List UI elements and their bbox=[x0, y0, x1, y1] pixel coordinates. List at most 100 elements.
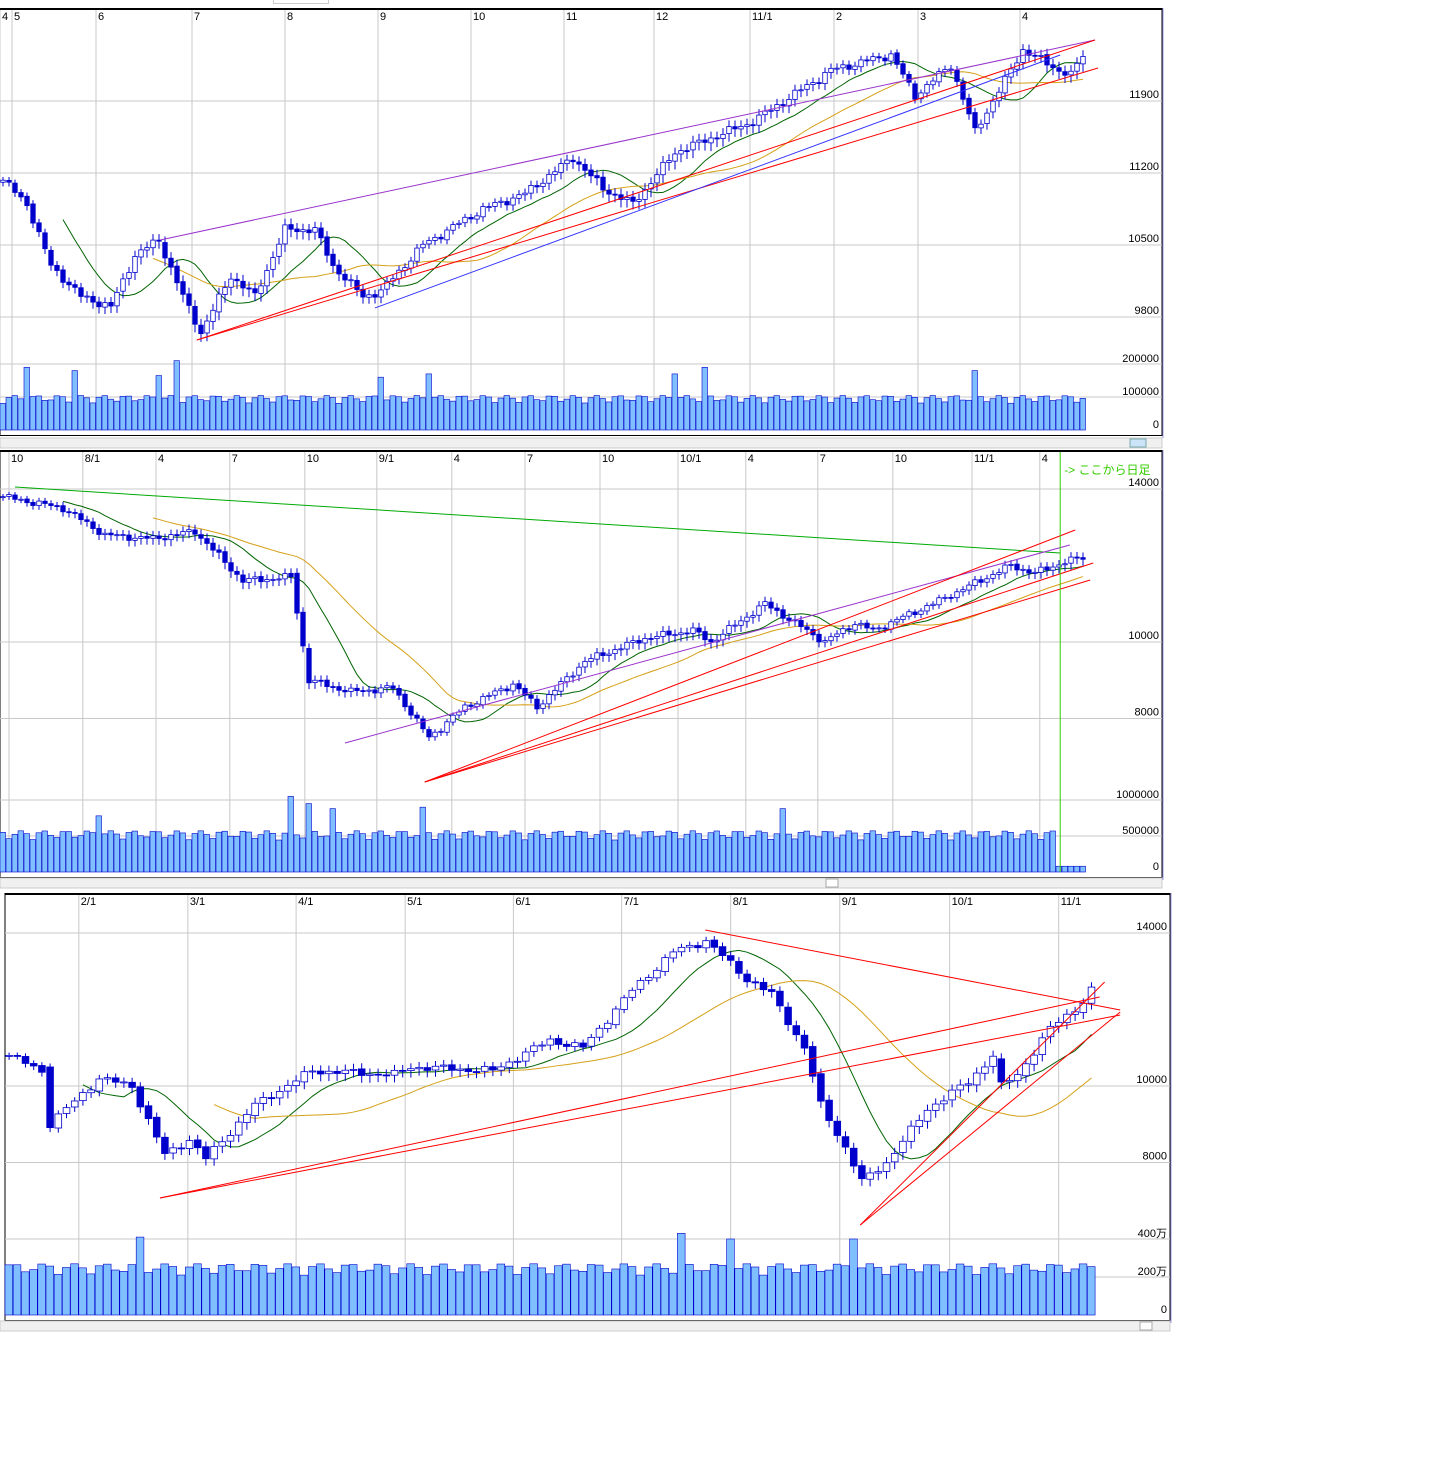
x-tick-label: 4/1 bbox=[298, 896, 313, 908]
volume-bar bbox=[263, 398, 270, 431]
volume-bar bbox=[833, 397, 840, 431]
candle-down bbox=[294, 228, 300, 233]
candle-up bbox=[180, 531, 186, 536]
volume-bar bbox=[497, 397, 504, 431]
scrollbar-thumb[interactable] bbox=[1129, 438, 1147, 448]
ma-long-line bbox=[152, 71, 1084, 288]
scrollbar-thumb[interactable] bbox=[825, 878, 839, 888]
candle-down bbox=[96, 527, 102, 535]
volume-bar bbox=[923, 397, 930, 431]
volume-tick-label: 400万 bbox=[1138, 1228, 1167, 1240]
candle-up bbox=[114, 291, 120, 307]
volume-bar bbox=[725, 837, 732, 873]
volume-bar bbox=[824, 1269, 833, 1316]
volume-bar bbox=[455, 1271, 464, 1316]
volume-bar bbox=[750, 1266, 760, 1316]
candle-down bbox=[948, 597, 954, 599]
candle-up bbox=[246, 578, 252, 583]
volume-bar bbox=[887, 831, 894, 873]
volume-bar bbox=[659, 395, 666, 431]
volume-bar bbox=[521, 1267, 530, 1316]
volume-bar bbox=[791, 395, 798, 431]
volume-bar bbox=[1013, 397, 1020, 431]
candle-down bbox=[202, 1146, 210, 1160]
candle-down bbox=[648, 638, 654, 640]
volume-bar bbox=[1049, 400, 1056, 431]
x-tick-label: 2 bbox=[836, 11, 842, 23]
volume-bar bbox=[89, 832, 96, 873]
candle-down bbox=[786, 617, 792, 621]
ma-short-line bbox=[62, 500, 1084, 723]
volume-bar bbox=[287, 399, 294, 431]
candle-up bbox=[1038, 55, 1044, 57]
volume-bar bbox=[59, 831, 66, 873]
volume-bar bbox=[503, 395, 510, 431]
candle-up bbox=[702, 940, 710, 949]
ma-long-line bbox=[152, 517, 1084, 708]
candle-down bbox=[396, 688, 402, 696]
volume-bar bbox=[103, 1263, 112, 1316]
candle-down bbox=[714, 137, 720, 140]
horizontal-scrollbar[interactable] bbox=[0, 1320, 1171, 1332]
candle-up bbox=[282, 224, 288, 245]
volume-bar bbox=[1049, 830, 1056, 873]
volume-bar bbox=[251, 397, 258, 431]
x-tick-label: 11 bbox=[566, 11, 577, 23]
volume-bar bbox=[197, 399, 204, 431]
candle-down bbox=[324, 236, 330, 256]
candle-up bbox=[582, 661, 588, 668]
candle-down bbox=[234, 278, 240, 282]
scrollbar-thumb[interactable] bbox=[1139, 1321, 1153, 1331]
volume-bar bbox=[743, 398, 750, 431]
volume-bar bbox=[293, 400, 300, 431]
candle-down bbox=[48, 249, 54, 266]
candle-up bbox=[930, 603, 936, 607]
volume-bar bbox=[906, 1269, 915, 1316]
volume-bar bbox=[389, 395, 396, 431]
candle-down bbox=[1014, 563, 1020, 571]
volume-bar bbox=[1037, 839, 1044, 873]
volume-bar bbox=[467, 830, 474, 873]
volume-bar bbox=[447, 1269, 456, 1316]
volume-bar bbox=[899, 398, 906, 431]
candle-down bbox=[780, 609, 786, 619]
x-tick-label: 9/1 bbox=[842, 896, 857, 908]
candle-up bbox=[522, 192, 528, 196]
volume-bar bbox=[119, 395, 126, 431]
horizontal-scrollbar[interactable] bbox=[0, 877, 1163, 889]
x-tick-label: 4 bbox=[1042, 453, 1048, 465]
volume-bar bbox=[947, 396, 954, 431]
candle-down bbox=[751, 981, 760, 984]
volume-bar bbox=[677, 1232, 686, 1316]
candle-up bbox=[899, 1140, 907, 1153]
volume-bar bbox=[569, 836, 576, 873]
candle-down bbox=[804, 626, 810, 630]
horizontal-scrollbar[interactable] bbox=[0, 437, 1163, 449]
x-tick-label: 11/1 bbox=[974, 453, 995, 465]
candle-down bbox=[472, 1071, 481, 1073]
volume-bar bbox=[242, 1270, 251, 1316]
volume-bar bbox=[161, 837, 168, 873]
candle-down bbox=[84, 519, 90, 522]
candle-down bbox=[398, 1069, 407, 1072]
volume-bar bbox=[95, 396, 102, 431]
y-tick-label: 14000 bbox=[1136, 921, 1167, 933]
volume-bar bbox=[71, 836, 78, 873]
volume-bar bbox=[668, 1272, 678, 1316]
window-tab[interactable] bbox=[273, 0, 329, 4]
candle-down bbox=[13, 1055, 22, 1057]
candle-down bbox=[48, 503, 54, 506]
candle-down bbox=[1032, 54, 1038, 57]
volume-bar bbox=[539, 834, 546, 873]
candle-up bbox=[226, 1135, 235, 1142]
candle-up bbox=[936, 71, 942, 83]
candle-down bbox=[294, 572, 300, 614]
volume-bar bbox=[989, 836, 996, 873]
volume-bar bbox=[893, 830, 900, 873]
chart-panel-half-daily: 10 8/1 4 7 10 9/1 4 7 10 10/1 4 7 10 11/1 4 8000 10000 14… bbox=[0, 450, 1175, 890]
volume-bar bbox=[833, 837, 840, 873]
candle-up bbox=[620, 997, 628, 1010]
volume-bar bbox=[101, 833, 108, 873]
candle-down bbox=[710, 939, 719, 948]
candle-down bbox=[423, 1067, 432, 1071]
